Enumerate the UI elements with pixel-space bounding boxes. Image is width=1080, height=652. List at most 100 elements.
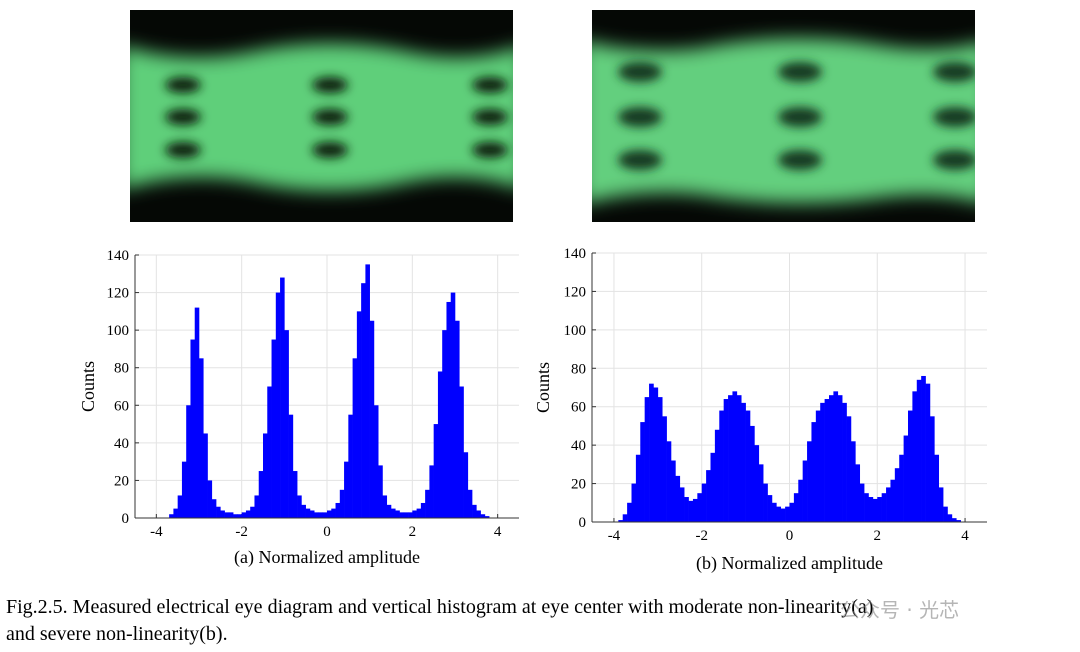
bar: [820, 402, 825, 522]
bar: [750, 425, 755, 522]
bar: [666, 441, 672, 522]
y-axis-label: Counts: [533, 362, 553, 413]
bar: [361, 283, 366, 518]
bar: [776, 506, 782, 522]
bar: [339, 489, 345, 518]
bar: [446, 301, 452, 518]
bar: [877, 497, 882, 522]
bar: [412, 510, 417, 518]
bar: [211, 499, 217, 518]
bar: [476, 510, 481, 518]
bar: [903, 435, 909, 522]
bar: [194, 307, 200, 518]
y-tick-label: 120: [107, 286, 130, 302]
bar: [220, 510, 225, 518]
bar: [921, 375, 926, 522]
bar: [344, 461, 349, 518]
bar: [934, 454, 940, 522]
bar: [771, 502, 777, 522]
bar: [649, 383, 654, 522]
bar: [331, 508, 336, 518]
bar: [314, 512, 319, 518]
bar: [850, 441, 856, 522]
bar: [228, 512, 234, 518]
bar: [912, 391, 918, 522]
bar: [280, 277, 285, 518]
y-tick-label: 60: [571, 400, 586, 416]
bar: [437, 371, 443, 518]
bar: [793, 493, 799, 522]
bar: [181, 461, 187, 518]
bar: [956, 520, 961, 522]
bar: [216, 506, 221, 518]
bar: [207, 480, 213, 518]
bar: [335, 502, 341, 518]
bar: [758, 464, 764, 522]
bar: [868, 497, 874, 522]
bar: [780, 508, 786, 522]
x-axis-label: (b) Normalized amplitude: [696, 553, 883, 574]
bar: [710, 452, 716, 522]
bar: [399, 512, 405, 518]
bar: [203, 433, 208, 518]
bar: [403, 512, 409, 518]
bar: [842, 402, 847, 522]
bar: [318, 512, 324, 518]
bar: [237, 514, 242, 518]
bar: [728, 395, 733, 522]
watermark: 公众号 · 光芯: [840, 598, 960, 622]
bar: [275, 292, 281, 518]
bar: [472, 504, 477, 518]
bar: [190, 339, 196, 518]
y-tick-label: 0: [122, 511, 130, 527]
bar: [199, 358, 204, 518]
x-tick-label: -4: [150, 524, 163, 540]
bar: [754, 445, 760, 522]
bar: [929, 416, 935, 522]
bar: [662, 416, 667, 522]
bar: [250, 506, 255, 518]
bar: [429, 465, 434, 518]
bar: [824, 399, 830, 522]
caption-line: Fig.2.5. Measured electrical eye diagram…: [6, 596, 874, 618]
bar: [627, 502, 632, 522]
bar: [785, 506, 790, 522]
bar: [798, 479, 803, 522]
caption-line: and severe non-linearity(b).: [6, 623, 228, 645]
bar: [701, 483, 707, 522]
bar: [233, 514, 238, 518]
eye-diagram-a: [130, 10, 513, 222]
bar: [467, 489, 473, 518]
bar: [657, 397, 663, 522]
bar: [450, 292, 456, 518]
bar: [322, 512, 328, 518]
bar: [767, 495, 773, 522]
x-tick-label: 4: [961, 528, 969, 544]
bar: [890, 479, 896, 522]
bar: [859, 483, 865, 522]
bar: [459, 386, 464, 518]
y-tick-label: 80: [571, 361, 586, 377]
bar: [706, 470, 711, 522]
bar: [736, 395, 742, 522]
bar: [391, 508, 396, 518]
bar: [671, 460, 676, 522]
bar: [241, 512, 247, 518]
bar: [378, 465, 383, 518]
y-tick-label: 20: [571, 477, 586, 493]
bar: [802, 460, 808, 522]
bar: [653, 387, 659, 522]
bar: [356, 311, 362, 518]
bar: [455, 320, 460, 518]
bar: [258, 471, 264, 518]
bar: [484, 516, 490, 518]
bar: [679, 487, 685, 522]
bar: [833, 391, 839, 522]
y-axis-label: Counts: [78, 361, 98, 412]
bar: [292, 471, 298, 518]
bar: [352, 358, 358, 518]
x-tick-label: 4: [494, 524, 502, 540]
bar: [732, 391, 738, 522]
bar: [267, 386, 272, 518]
